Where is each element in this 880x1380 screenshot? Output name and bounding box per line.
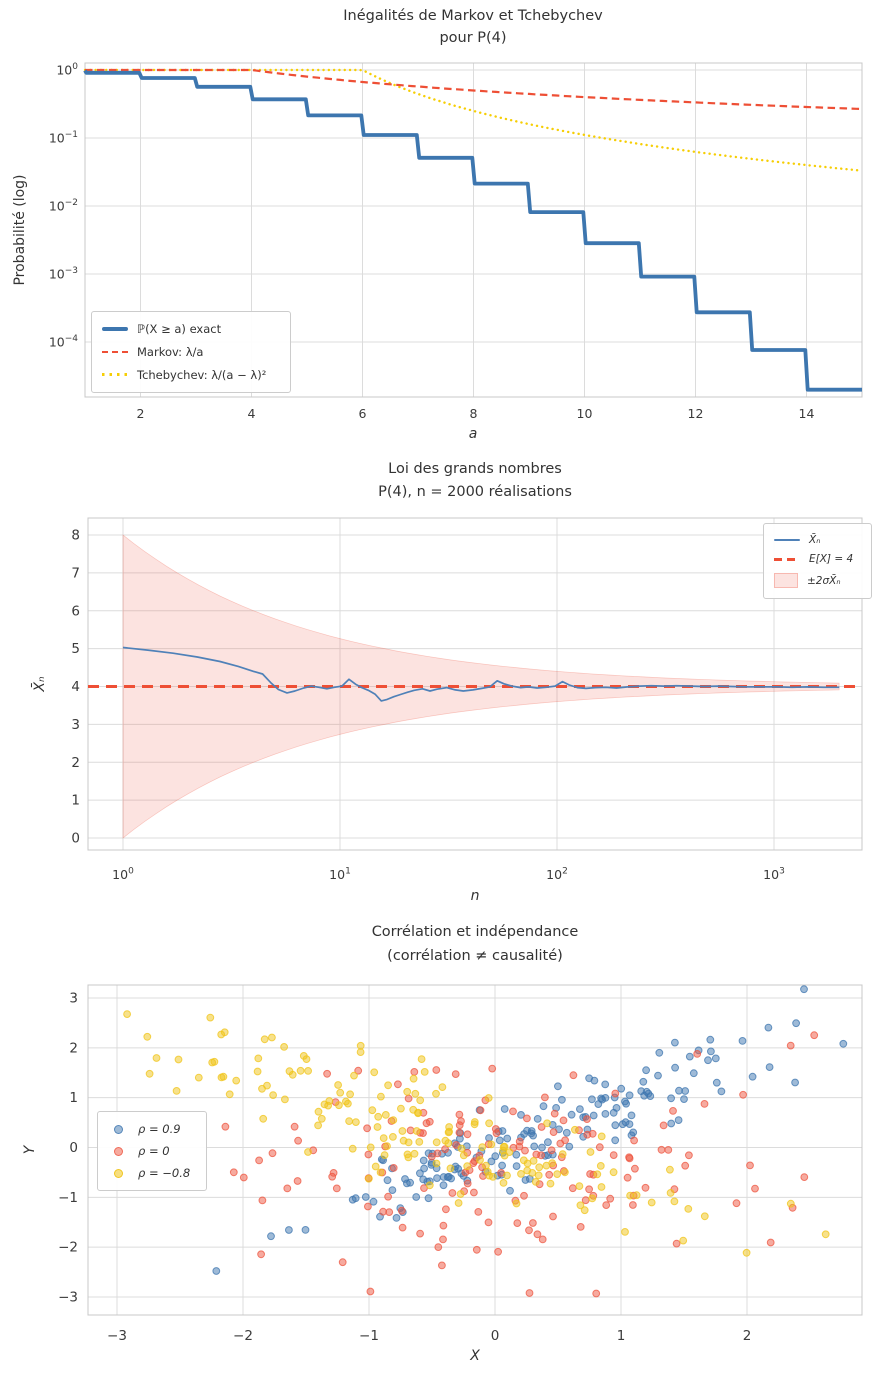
legend-item-tchebychev: Tchebychev: λ/(a − λ)² xyxy=(102,368,280,382)
chart3-xlabel: X xyxy=(470,1348,480,1364)
legend-label: E[X] = 4 xyxy=(809,553,854,566)
confidence-band-area xyxy=(122,534,840,839)
chart3-title: Corrélation et indépendance xyxy=(371,924,579,940)
red-dashed-line-swatch-icon xyxy=(102,350,128,354)
svg-text:3: 3 xyxy=(71,717,80,733)
svg-text:0: 0 xyxy=(71,831,80,847)
chart1-xlabel: a xyxy=(468,426,478,442)
chart2-ylabel: X̄ₙ xyxy=(32,676,48,692)
svg-text:−3: −3 xyxy=(58,1289,78,1305)
legend-item-rho-zero: ρ = 0 xyxy=(108,1144,196,1158)
legend-label: ℙ(X ≥ a) exact xyxy=(137,322,222,337)
chart2-title: Loi des grands nombres xyxy=(388,461,562,477)
svg-text:2: 2 xyxy=(137,406,145,421)
band-patch-swatch-icon xyxy=(774,573,798,589)
svg-text:4: 4 xyxy=(248,406,256,421)
tick-labels: 2 4 6 8 10 12 14 100 10−1 10−2 10−3 10−4 xyxy=(49,62,815,421)
svg-text:1: 1 xyxy=(71,793,80,809)
svg-text:3: 3 xyxy=(69,991,78,1007)
legend-item-confidence-band: ±2σX̄ₙ xyxy=(774,573,861,589)
svg-text:103: 103 xyxy=(763,867,785,883)
yellow-dotted-line-swatch-icon xyxy=(102,373,128,376)
legend-label: ρ = 0.9 xyxy=(138,1122,181,1136)
svg-text:2: 2 xyxy=(743,1328,752,1344)
svg-text:7: 7 xyxy=(71,565,80,581)
chart1-legend: ℙ(X ≥ a) exact Markov: λ/a Tchebychev: λ… xyxy=(91,311,291,393)
svg-text:8: 8 xyxy=(470,406,478,421)
svg-text:1: 1 xyxy=(617,1328,626,1344)
legend-label: ρ = 0 xyxy=(138,1144,170,1158)
legend-label: Tchebychev: λ/(a − λ)² xyxy=(137,367,267,382)
legend-label: ±2σX̄ₙ xyxy=(807,574,841,587)
svg-text:12: 12 xyxy=(688,406,704,421)
legend-label: Markov: λ/a xyxy=(137,344,204,359)
chart3-legend: ρ = 0.9 ρ = 0 ρ = −0.8 xyxy=(97,1111,207,1191)
red-dot-swatch-icon xyxy=(114,1146,123,1156)
chart3-subtitle: (corrélation ≠ causalité) xyxy=(387,948,563,964)
red-dashed-line-swatch-icon xyxy=(774,557,800,561)
svg-text:2: 2 xyxy=(71,755,80,771)
blue-line-swatch-icon xyxy=(102,327,128,332)
svg-text:0: 0 xyxy=(491,1328,500,1344)
svg-text:−1: −1 xyxy=(58,1190,78,1206)
svg-text:100: 100 xyxy=(112,867,134,883)
chart2-legend: X̄ₙ E[X] = 4 ±2σX̄ₙ xyxy=(763,523,872,599)
chart2-xlabel: n xyxy=(470,888,480,904)
chart1-title: Inégalités de Markov et Tchebychev xyxy=(343,8,603,24)
legend-item-markov: Markov: λ/a xyxy=(102,345,280,359)
svg-text:6: 6 xyxy=(71,603,80,619)
legend-item-exact: ℙ(X ≥ a) exact xyxy=(102,322,280,336)
chart1-subtitle: pour P(4) xyxy=(439,30,507,46)
svg-text:−2: −2 xyxy=(233,1328,253,1344)
svg-text:5: 5 xyxy=(71,641,80,657)
svg-text:6: 6 xyxy=(359,406,367,421)
svg-text:10: 10 xyxy=(577,406,593,421)
scatter-series-rho=-0.8 xyxy=(123,1010,830,1257)
yellow-dot-swatch-icon xyxy=(114,1168,123,1178)
svg-text:0: 0 xyxy=(69,1140,78,1156)
svg-text:102: 102 xyxy=(546,867,568,883)
chart3-ylabel: Y xyxy=(22,1145,38,1155)
blue-dot-swatch-icon xyxy=(114,1124,123,1134)
exact-survival-step-line xyxy=(83,69,862,392)
legend-item-sample-mean: X̄ₙ xyxy=(774,534,861,546)
svg-text:−1: −1 xyxy=(359,1328,379,1344)
blue-line-swatch-icon xyxy=(774,538,800,541)
legend-label: ρ = −0.8 xyxy=(138,1166,191,1180)
svg-text:10−1: 10−1 xyxy=(49,130,78,146)
svg-text:10−2: 10−2 xyxy=(49,198,78,214)
legend-label: X̄ₙ xyxy=(809,533,821,546)
svg-text:−2: −2 xyxy=(58,1240,78,1256)
svg-text:4: 4 xyxy=(71,679,80,695)
svg-text:1: 1 xyxy=(69,1090,78,1106)
chart1-ylabel: Probabilité (log) xyxy=(12,174,28,286)
markov-bound-line xyxy=(85,68,863,111)
legend-item-expected-value: E[X] = 4 xyxy=(774,553,861,565)
svg-text:2: 2 xyxy=(69,1040,78,1056)
legend-item-rho-positive: ρ = 0.9 xyxy=(108,1122,196,1136)
svg-text:10−3: 10−3 xyxy=(49,266,78,282)
svg-text:101: 101 xyxy=(329,867,351,883)
svg-text:14: 14 xyxy=(799,406,815,421)
svg-text:10−4: 10−4 xyxy=(49,334,78,350)
legend-item-rho-negative: ρ = −0.8 xyxy=(108,1166,196,1180)
svg-text:−3: −3 xyxy=(107,1328,127,1344)
svg-text:100: 100 xyxy=(56,62,78,78)
chart2-subtitle: P(4), n = 2000 réalisations xyxy=(378,484,572,500)
tick-labels: 100 101 102 103 0 1 2 3 4 5 6 7 8 xyxy=(71,528,784,883)
law-of-large-numbers-chart: 100 101 102 103 0 1 2 3 4 5 6 7 8 xyxy=(71,517,863,883)
running-mean-line xyxy=(122,646,840,702)
tick-labels: −3 −2 −1 0 1 2 −3 −2 −1 0 1 2 3 xyxy=(58,991,751,1344)
svg-text:8: 8 xyxy=(71,528,80,544)
